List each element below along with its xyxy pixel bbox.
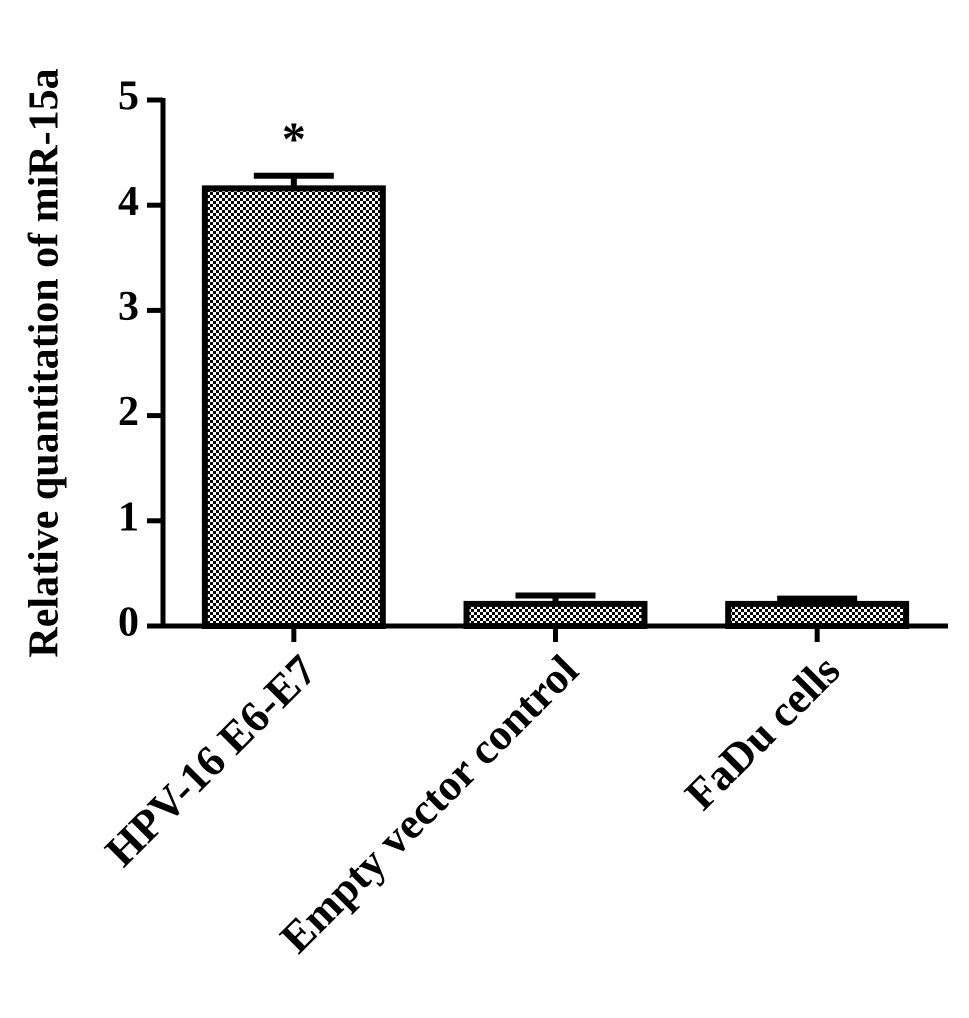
y-tick-label: 1: [118, 494, 139, 540]
y-tick-label: 2: [118, 389, 139, 435]
y-tick-label: 3: [118, 284, 139, 330]
y-axis-label: Relative quantitation of miR-15a: [22, 68, 68, 657]
y-tick-label: 5: [118, 74, 139, 120]
bar: [463, 600, 648, 630]
x-tick-label: FaDu cells: [676, 646, 850, 820]
y-tick-label: 4: [118, 179, 139, 225]
x-tick-label: HPV-16 E6-E7: [96, 646, 326, 876]
bar: [725, 600, 910, 630]
bar: [201, 185, 386, 629]
x-tick-label: Empty vector control: [271, 646, 588, 963]
annotation: *: [282, 113, 306, 166]
y-tick-label: 0: [118, 600, 139, 646]
